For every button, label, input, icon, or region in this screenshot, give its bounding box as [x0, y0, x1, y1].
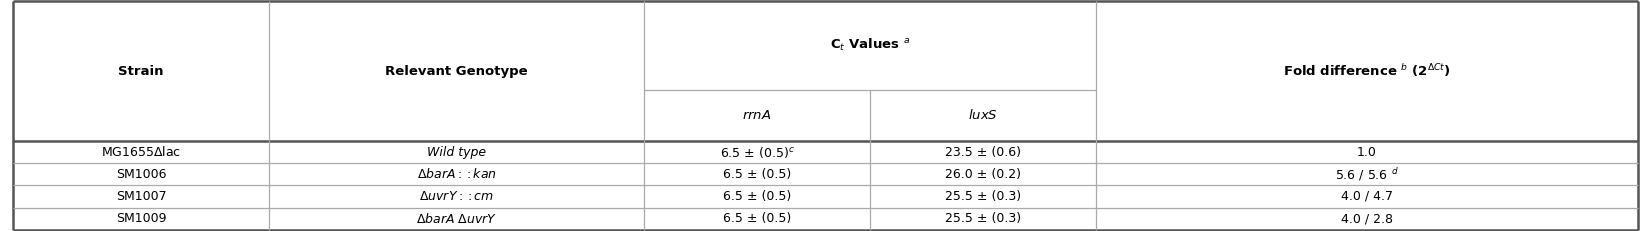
Text: $\bf{\it{rrnA}}$: $\bf{\it{rrnA}}$: [743, 109, 771, 122]
Text: $\bf{\it{luxS}}$: $\bf{\it{luxS}}$: [967, 108, 999, 122]
Text: SM1009: SM1009: [116, 212, 167, 225]
Text: SM1007: SM1007: [116, 190, 167, 203]
Text: 4.0 / 4.7: 4.0 / 4.7: [1341, 190, 1393, 203]
Text: Wild type: Wild type: [428, 146, 485, 158]
Text: 6.5 ± (0.5)$^c$: 6.5 ± (0.5)$^c$: [720, 145, 794, 160]
Text: 6.5 ± (0.5): 6.5 ± (0.5): [723, 168, 791, 181]
Text: 25.5 ± (0.3): 25.5 ± (0.3): [944, 190, 1022, 203]
Text: 23.5 ± (0.6): 23.5 ± (0.6): [944, 146, 1022, 158]
Text: $\it{\Delta uvrY::cm}$: $\it{\Delta uvrY::cm}$: [419, 190, 494, 203]
Text: 1.0: 1.0: [1357, 146, 1377, 158]
Text: Fold difference $^b$ (2$^{\Delta Ct}$): Fold difference $^b$ (2$^{\Delta Ct}$): [1283, 63, 1451, 79]
Text: Relevant Genotype: Relevant Genotype: [385, 64, 528, 78]
Text: $\it{\Delta barA}$ $\it{\Delta uvrY}$: $\it{\Delta barA}$ $\it{\Delta uvrY}$: [416, 212, 497, 226]
Text: $\it{\Delta barA::kan}$: $\it{\Delta barA::kan}$: [416, 167, 497, 181]
Text: MG1655$\Delta$lac: MG1655$\Delta$lac: [101, 145, 182, 159]
Text: 5.6 / 5.6 $^d$: 5.6 / 5.6 $^d$: [1336, 166, 1398, 183]
Text: Strain: Strain: [119, 64, 163, 78]
Text: SM1006: SM1006: [116, 168, 167, 181]
Text: 4.0 / 2.8: 4.0 / 2.8: [1341, 212, 1393, 225]
Text: 6.5 ± (0.5): 6.5 ± (0.5): [723, 212, 791, 225]
Text: 6.5 ± (0.5): 6.5 ± (0.5): [723, 190, 791, 203]
Text: C$_t$ Values $^a$: C$_t$ Values $^a$: [830, 37, 910, 53]
Text: 25.5 ± (0.3): 25.5 ± (0.3): [944, 212, 1022, 225]
Text: 26.0 ± (0.2): 26.0 ± (0.2): [944, 168, 1022, 181]
